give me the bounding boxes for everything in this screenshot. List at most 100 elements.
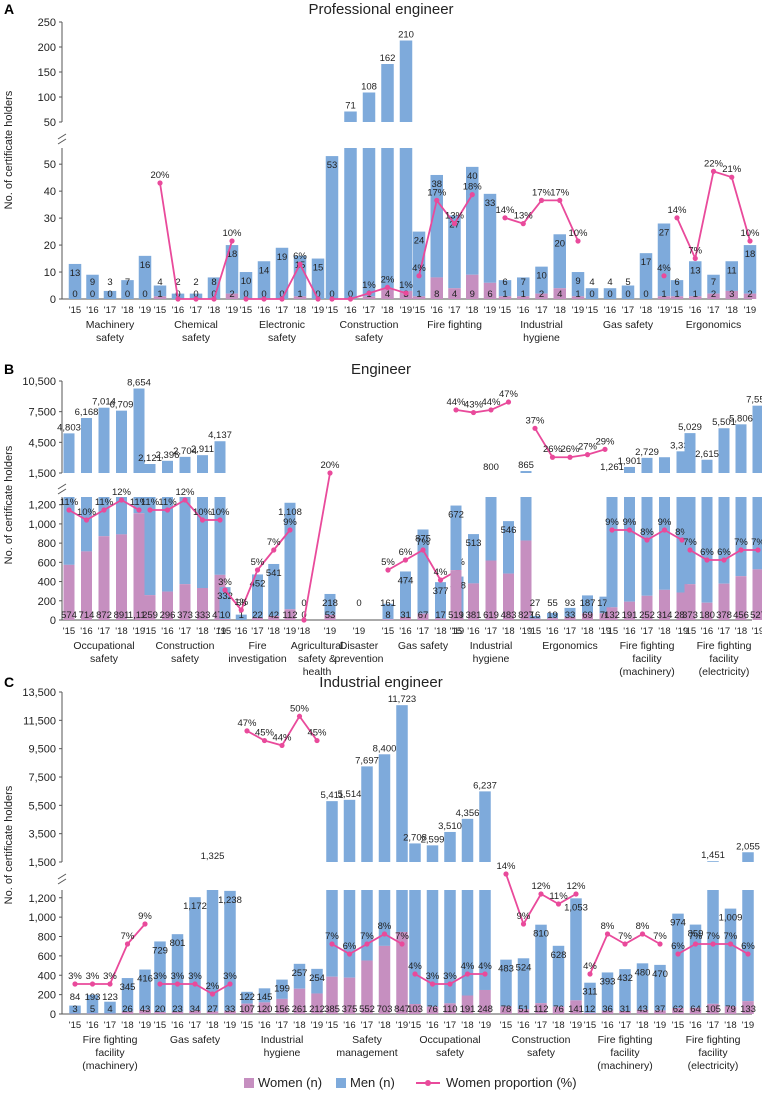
men-value-label: 17	[641, 257, 652, 268]
group-name-line: prevention	[334, 653, 383, 665]
women-value-label: 259	[142, 610, 158, 621]
women-bar	[293, 988, 306, 1014]
group-name-line: facility	[709, 653, 739, 665]
men-bar	[207, 277, 221, 299]
group-name-label: Disaster prevention	[334, 640, 383, 665]
women-bar	[584, 1012, 596, 1014]
men-bar-upper	[63, 433, 75, 473]
year-tick-label: '18	[293, 1020, 305, 1031]
men-bar-lower	[461, 890, 474, 996]
year-tick-label: '17	[448, 305, 460, 316]
women-value-label: 0	[142, 289, 147, 300]
men-value-label: 672	[448, 510, 464, 521]
year-tick-label: '17	[535, 305, 547, 316]
women-bar	[571, 296, 585, 299]
year-tick-label: '15	[241, 1020, 253, 1031]
group-name-line: hygiene	[264, 1047, 301, 1059]
men-value-label: 8,654	[127, 378, 151, 389]
y-tick-label: 200	[38, 42, 56, 54]
women-bar	[498, 296, 512, 299]
year-tick-label: '15	[409, 1020, 421, 1031]
year-tick-label: '15	[450, 626, 462, 637]
y-tick-label: 7,500	[28, 407, 56, 419]
year-tick-label: '17	[641, 626, 653, 637]
women-value-label: 381	[466, 610, 482, 621]
women-proportion-point	[622, 941, 628, 947]
men-bar-lower	[214, 497, 226, 575]
women-proportion-point	[488, 407, 494, 413]
y-tick-label: 7,500	[28, 772, 56, 784]
group-name-line: Chemical	[174, 319, 218, 331]
women-proportion-label: 11%	[158, 497, 177, 508]
women-value-label: 0	[348, 289, 353, 300]
men-value-label: 20	[554, 238, 565, 249]
women-value-label: 33	[565, 610, 576, 621]
men-bar	[547, 612, 558, 619]
year-tick-label: '16	[343, 1020, 355, 1031]
group-name-label: Industrial hygiene	[261, 1034, 304, 1059]
men-bar-lower	[426, 890, 439, 1007]
women-proportion-point	[420, 547, 426, 553]
women-value-label: 103	[407, 1004, 423, 1015]
women-proportion-label: 10%	[77, 507, 97, 518]
men-value-label: 210	[398, 30, 414, 41]
women-value-label: 714	[79, 610, 95, 621]
men-bar	[293, 255, 307, 297]
women-proportion-point	[261, 737, 268, 744]
women-value-label: 12	[585, 1004, 596, 1015]
men-value-label: 2	[175, 277, 180, 288]
women-proportion-point	[243, 296, 249, 302]
women-proportion-label: 3%	[171, 971, 185, 982]
women-proportion-label: 6%	[700, 547, 714, 558]
men-bar	[104, 1001, 116, 1014]
year-tick-label: '16	[467, 626, 479, 637]
men-value-label: 13	[690, 265, 701, 276]
men-value-label: 332	[217, 591, 233, 602]
men-bar	[257, 261, 271, 299]
men-value-label: 0	[301, 598, 306, 609]
women-value-label: 34	[190, 1004, 201, 1015]
group-name-label: Gas safety	[603, 319, 654, 331]
women-proportion-point	[227, 981, 233, 987]
men-bar-upper	[144, 464, 156, 473]
year-tick-label: '18	[294, 305, 306, 316]
men-bar-lower	[179, 497, 191, 585]
men-bar-upper	[752, 405, 762, 473]
women-proportion-label: 12%	[112, 487, 132, 498]
women-value-label: 53	[325, 610, 336, 621]
women-proportion-point	[209, 991, 216, 997]
men-bar-upper	[707, 861, 719, 862]
women-proportion-line	[303, 472, 331, 621]
men-bar	[498, 280, 512, 297]
group-name-label: Fire fighting facility (machinery)	[619, 640, 674, 678]
women-value-label: 180	[699, 610, 715, 621]
women-bar	[225, 293, 239, 299]
women-proportion-label: 12%	[175, 487, 195, 498]
year-tick-label: '17	[179, 626, 191, 637]
women-bar	[361, 960, 373, 1014]
women-proportion-point	[199, 517, 206, 523]
group-name-line: Agricultural	[291, 640, 344, 652]
group-name-label: Ergonomics	[542, 640, 597, 652]
year-tick-label: '18	[378, 1020, 390, 1031]
men-value-label: 513	[466, 538, 482, 549]
women-bar	[535, 293, 548, 299]
women-bar	[362, 296, 376, 299]
panel-title: Engineer	[351, 361, 411, 378]
year-tick-label: '15	[584, 1020, 596, 1031]
year-tick-label: '18	[298, 626, 310, 637]
women-value-label: 133	[740, 1004, 756, 1015]
women-value-label: 37	[655, 1004, 666, 1015]
y-tick-label: 800	[38, 932, 56, 944]
men-bar-lower	[735, 497, 747, 577]
women-value-label: 1	[239, 610, 244, 621]
women-bar	[63, 564, 75, 620]
men-bar	[517, 958, 530, 1010]
men-value-label: 5	[625, 277, 630, 288]
women-proportion-point	[327, 470, 333, 476]
group-name-line: Gas safety	[603, 319, 654, 331]
women-proportion-point	[279, 742, 285, 749]
men-value-label: 0	[356, 598, 361, 609]
women-value-label: 10	[220, 610, 231, 621]
women-bar	[343, 977, 356, 1014]
